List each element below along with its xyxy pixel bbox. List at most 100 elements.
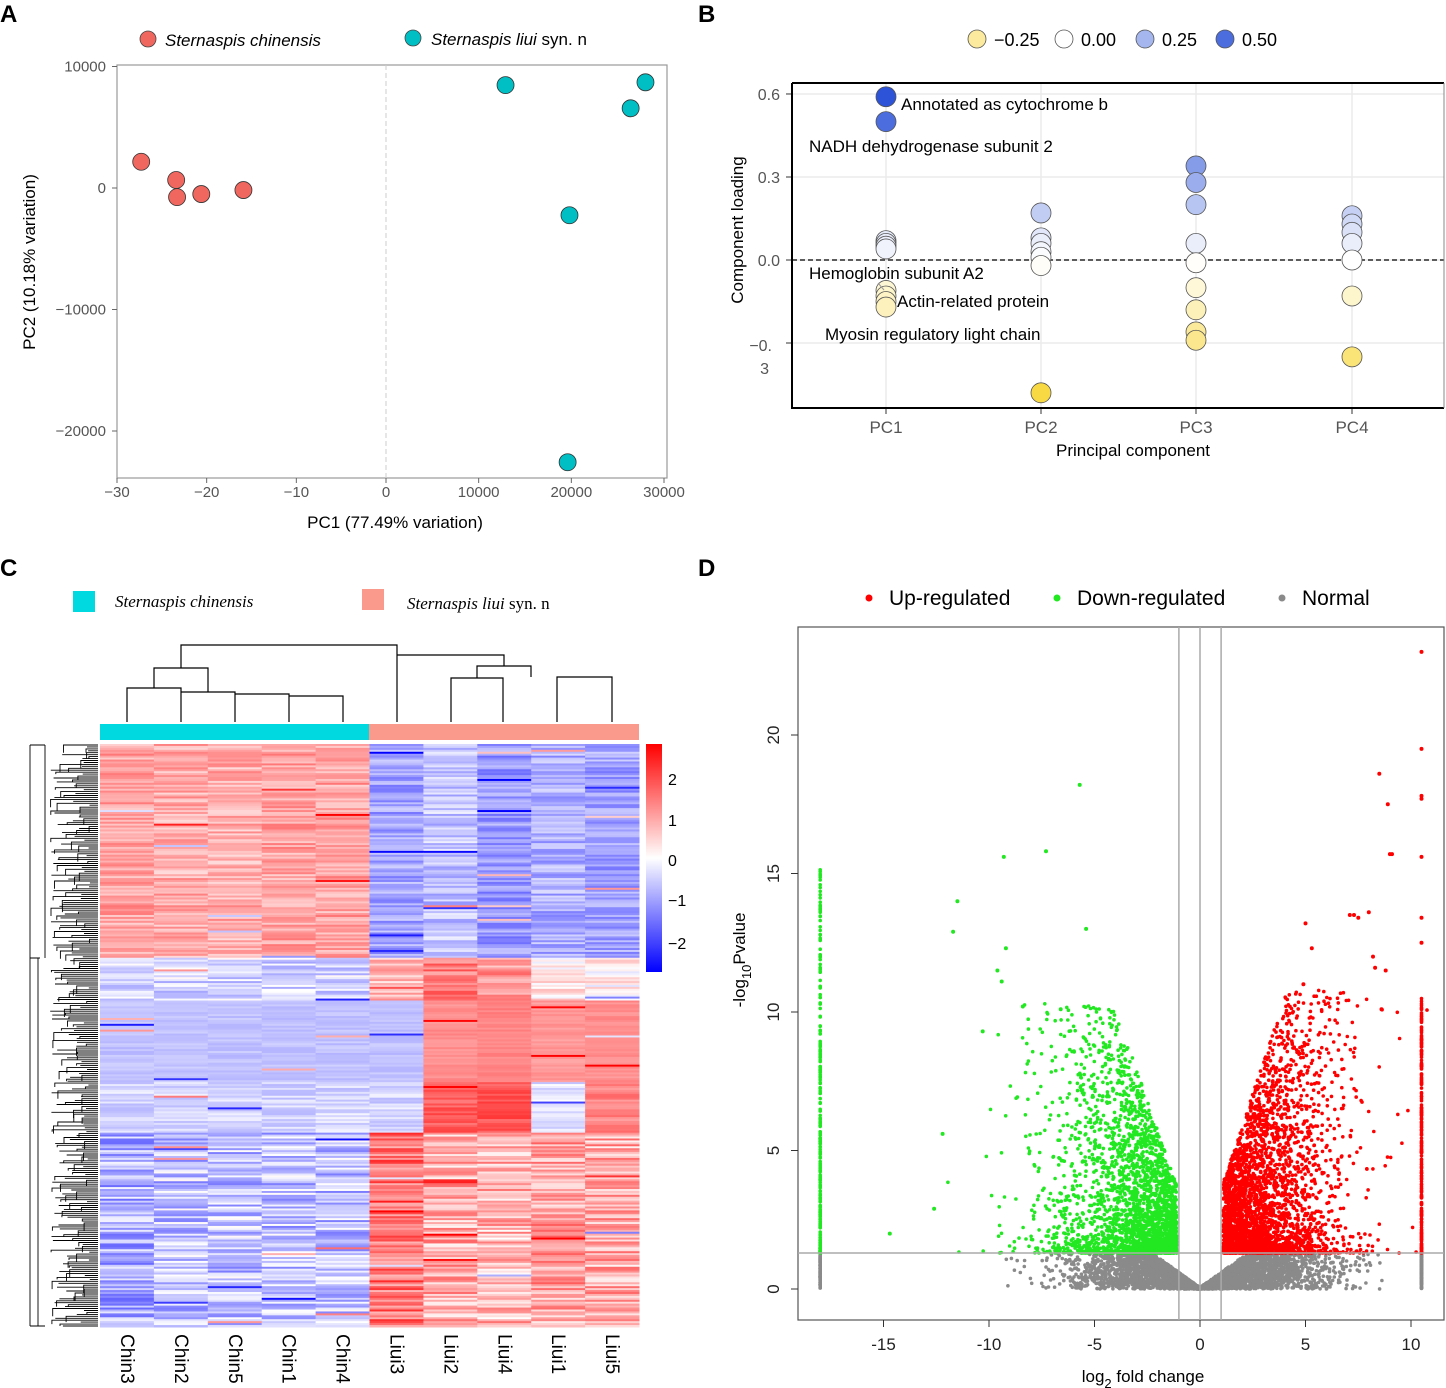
heatmap-cell bbox=[531, 1222, 586, 1225]
heatmap-cell bbox=[261, 753, 317, 757]
heatmap-cell bbox=[153, 1031, 209, 1035]
heatmap-cell bbox=[369, 802, 424, 805]
heatmap-cell bbox=[207, 802, 263, 805]
heatmap-cell bbox=[261, 1138, 317, 1141]
heatmap-cell bbox=[315, 1062, 370, 1066]
heatmap-cell bbox=[423, 1268, 478, 1272]
heatmap-cell bbox=[369, 1101, 424, 1105]
heatmap-cell bbox=[531, 924, 586, 928]
heatmap-cell bbox=[585, 915, 640, 918]
heatmap-cell bbox=[100, 794, 155, 797]
heatmap-cell bbox=[531, 1319, 586, 1322]
heatmap-cell bbox=[153, 757, 209, 761]
heatmap-cell bbox=[531, 1084, 586, 1087]
heatmap-cell bbox=[207, 1152, 263, 1155]
heatmap-cell bbox=[100, 749, 155, 753]
heatmap-cell bbox=[153, 1056, 209, 1060]
heatmap-cell bbox=[153, 1239, 209, 1242]
heatmap-cell bbox=[369, 1087, 424, 1091]
heatmap-cell bbox=[531, 1008, 586, 1011]
heatmap-cell bbox=[585, 988, 640, 992]
heatmap-cell bbox=[531, 880, 586, 883]
heatmap-cell bbox=[585, 1274, 640, 1277]
heatmap-cell bbox=[261, 1218, 317, 1221]
heatmap-cell bbox=[531, 835, 586, 838]
heatmap-cell bbox=[153, 1325, 209, 1328]
heatmap-cell bbox=[477, 1301, 532, 1305]
heatmap-cell bbox=[477, 751, 532, 755]
heatmap-cell bbox=[315, 1212, 370, 1215]
heatmap-cell bbox=[477, 915, 532, 918]
heatmap-cell bbox=[153, 1292, 209, 1295]
heatmap-cell bbox=[261, 1154, 317, 1157]
heatmap-cell bbox=[585, 1247, 640, 1250]
heatmap-cell bbox=[585, 1227, 640, 1231]
heatmap-cell bbox=[153, 1047, 209, 1050]
heatmap-cell bbox=[261, 1093, 317, 1097]
heatmap-cell bbox=[261, 924, 317, 928]
heatmap-cell bbox=[261, 1268, 317, 1272]
heatmap-cell bbox=[585, 885, 640, 889]
heatmap-cell bbox=[369, 963, 424, 967]
heatmap-cell bbox=[369, 916, 424, 920]
heatmap-cell bbox=[315, 827, 370, 831]
heatmap-cell bbox=[153, 1041, 209, 1044]
heatmap-cell bbox=[207, 965, 263, 968]
heatmap-cell bbox=[315, 915, 370, 918]
heatmap-cell bbox=[369, 1214, 424, 1217]
heatmap-cell bbox=[423, 1282, 478, 1285]
heatmap-cell bbox=[207, 996, 263, 1000]
heatmap-cell bbox=[369, 1008, 424, 1011]
heatmap-cell bbox=[100, 911, 155, 914]
heatmap-cell bbox=[100, 1130, 155, 1134]
heatmap-cell bbox=[423, 1154, 478, 1157]
legend-swatch-chinensis bbox=[73, 591, 95, 612]
heatmap-cell bbox=[531, 1325, 586, 1328]
heatmap-cell bbox=[423, 957, 478, 961]
heatmap-cell bbox=[423, 1249, 478, 1252]
heatmap-cell bbox=[315, 1078, 370, 1081]
heatmap-cell bbox=[423, 1202, 478, 1206]
heatmap-cell bbox=[100, 1115, 155, 1118]
legend-marker bbox=[1135, 29, 1155, 49]
heatmap-cell bbox=[531, 951, 586, 955]
heatmap-cell bbox=[423, 953, 478, 957]
heatmap-cell bbox=[207, 1175, 263, 1178]
heatmap-cell bbox=[207, 1247, 263, 1250]
heatmap-cell bbox=[207, 936, 263, 939]
heatmap-cell bbox=[153, 973, 209, 976]
heatmap-cell bbox=[477, 1144, 532, 1147]
heatmap-cell bbox=[315, 899, 370, 902]
heatmap-cell bbox=[315, 1105, 370, 1108]
heatmap-cell bbox=[531, 872, 586, 875]
heatmap-cell bbox=[153, 915, 209, 918]
heatmap-cell bbox=[477, 899, 532, 902]
heatmap-cell bbox=[100, 1260, 155, 1264]
heatmap-cell bbox=[585, 1109, 640, 1112]
heatmap-cell bbox=[261, 1177, 317, 1180]
heatmap-cell bbox=[531, 1056, 586, 1060]
heatmap-cell bbox=[207, 1187, 263, 1190]
heatmap-cell bbox=[585, 868, 640, 871]
heatmap-cell bbox=[261, 1099, 317, 1103]
heatmap-cell bbox=[423, 866, 478, 869]
heatmap-cell bbox=[207, 810, 263, 813]
heatmap-cell bbox=[585, 1099, 640, 1103]
heatmap-cell bbox=[531, 1157, 586, 1161]
heatmap-cell bbox=[477, 1169, 532, 1173]
heatmap-cell bbox=[369, 1126, 424, 1130]
heatmap-cell bbox=[369, 907, 424, 910]
heatmap-cell bbox=[585, 825, 640, 829]
heatmap-cell bbox=[261, 975, 317, 978]
heatmap-cell bbox=[369, 1290, 424, 1293]
heatmap-cell bbox=[315, 852, 370, 856]
heatmap-cell bbox=[423, 1311, 478, 1314]
heatmap-cell bbox=[423, 1010, 478, 1013]
heatmap-cell bbox=[100, 835, 155, 838]
heatmap-cell bbox=[477, 1165, 532, 1169]
heatmap-cell bbox=[477, 955, 532, 959]
heatmap-cell bbox=[261, 1292, 317, 1295]
heatmap-cell bbox=[315, 1117, 370, 1120]
heatmap-cell bbox=[585, 821, 640, 825]
heatmap-cell bbox=[207, 949, 263, 953]
